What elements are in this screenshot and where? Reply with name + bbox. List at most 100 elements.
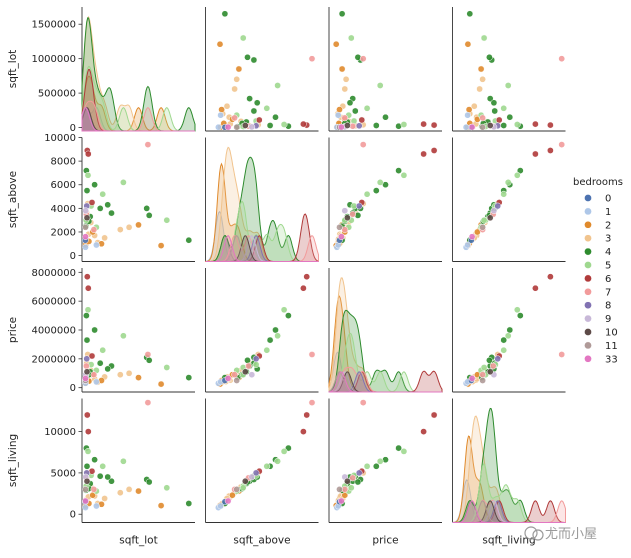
y-tick-label: 1500000 [31, 20, 76, 31]
scatter-point [83, 214, 91, 222]
scatter-point [464, 40, 472, 48]
legend-marker [584, 194, 592, 202]
scatter-point [516, 312, 524, 319]
kde-price-bedrooms-33 [328, 371, 442, 393]
scatter-point [516, 167, 524, 174]
scatter-point [376, 457, 384, 465]
scatter-point [91, 456, 98, 464]
scatter-point [99, 190, 107, 198]
scatter-point [246, 95, 253, 102]
scatter-point [84, 150, 92, 158]
panel-price-vs-sqft_living [452, 268, 566, 393]
scatter-point [376, 179, 384, 186]
scatter-point [248, 473, 256, 481]
scatter-point [233, 75, 241, 83]
scatter-point [104, 365, 112, 373]
scatter-point [244, 53, 251, 61]
legend-label: 0 [605, 194, 611, 205]
scatter-point [300, 284, 307, 292]
scatter-point [303, 411, 311, 419]
scatter-point [82, 486, 89, 493]
scatter-point [420, 120, 427, 128]
scatter-point [363, 462, 371, 470]
scatter-point [464, 111, 471, 119]
scatter-point [185, 236, 193, 244]
legend-label: 10 [605, 328, 618, 339]
scatter-point [266, 336, 274, 344]
panel-price-vs-price [328, 268, 443, 393]
scatter-point [144, 141, 152, 148]
legend-item-6: 6 [584, 274, 611, 285]
scatter-point [395, 167, 402, 174]
scatter-point [349, 210, 357, 218]
watermark-text: 尤而小屋 [545, 527, 597, 542]
legend-item-11: 11 [584, 341, 618, 352]
scatter-point [84, 171, 92, 179]
scatter-point [342, 75, 350, 83]
scatter-point [532, 284, 539, 292]
legend-marker [584, 314, 592, 323]
scatter-point [558, 55, 566, 63]
scatter-point [500, 336, 508, 344]
scatter-point [336, 106, 343, 113]
scatter-point [255, 116, 263, 124]
scatter-point [504, 179, 512, 186]
scatter-point [252, 361, 260, 368]
scatter-point [84, 284, 92, 292]
legend-marker [584, 354, 592, 363]
scatter-point [532, 120, 539, 128]
scatter-point [91, 326, 98, 334]
legend-marker [584, 301, 592, 310]
legend-label: 9 [605, 314, 611, 325]
scatter-point [83, 312, 90, 319]
scatter-point [476, 85, 483, 93]
scatter-point [163, 364, 171, 371]
watermark-logo-icon [524, 526, 544, 541]
panel-price-vs-sqft_above [205, 268, 319, 393]
scatter-point [341, 207, 349, 215]
scatter-point [120, 457, 127, 465]
legend-item-1: 1 [584, 207, 611, 218]
scatter-point [376, 82, 384, 89]
scatter-point [224, 123, 232, 131]
scatter-point [479, 377, 486, 384]
scatter-point [479, 123, 486, 131]
scatter-point [494, 355, 502, 363]
scatter-point [486, 356, 493, 364]
scatter-point [430, 147, 438, 154]
scatter-point [338, 10, 346, 18]
scatter-point [231, 85, 238, 93]
legend-item-7: 7 [584, 287, 611, 298]
scatter-point [93, 502, 100, 510]
scatter-point [96, 205, 104, 212]
legend-marker [584, 341, 592, 350]
legend-entries: 0 1 2 3 4 5 6 7 8 9 10 11 33 [584, 194, 618, 365]
legend-item-2: 2 [584, 220, 611, 231]
y-tick-label: 2000000 [31, 354, 76, 365]
scatter-point [231, 114, 238, 122]
scatter-point [344, 477, 351, 485]
scatter-point [341, 85, 349, 93]
scatter-point [96, 359, 104, 367]
scatter-point [308, 351, 316, 358]
scatter-point [274, 457, 281, 465]
scatter-point [500, 190, 508, 198]
scatter-point [263, 104, 271, 112]
x-axis-label-price: price [372, 535, 398, 547]
scatter-point [547, 121, 554, 129]
scatter-point [120, 179, 127, 186]
legend-title: bedrooms [573, 177, 623, 188]
scatter-point [83, 273, 91, 281]
legend-marker [584, 328, 592, 336]
scatter-point [272, 113, 279, 121]
scatter-point [355, 122, 363, 130]
scatter-point [468, 375, 476, 382]
scatter-point [90, 371, 98, 379]
y-tick-label: 4000 [51, 204, 76, 215]
scatter-point [143, 205, 151, 212]
scatter-point [248, 371, 256, 379]
scatter-point [479, 223, 486, 231]
scatter-point [506, 113, 514, 121]
legend-label: 11 [605, 341, 618, 352]
scatter-point [82, 243, 89, 251]
